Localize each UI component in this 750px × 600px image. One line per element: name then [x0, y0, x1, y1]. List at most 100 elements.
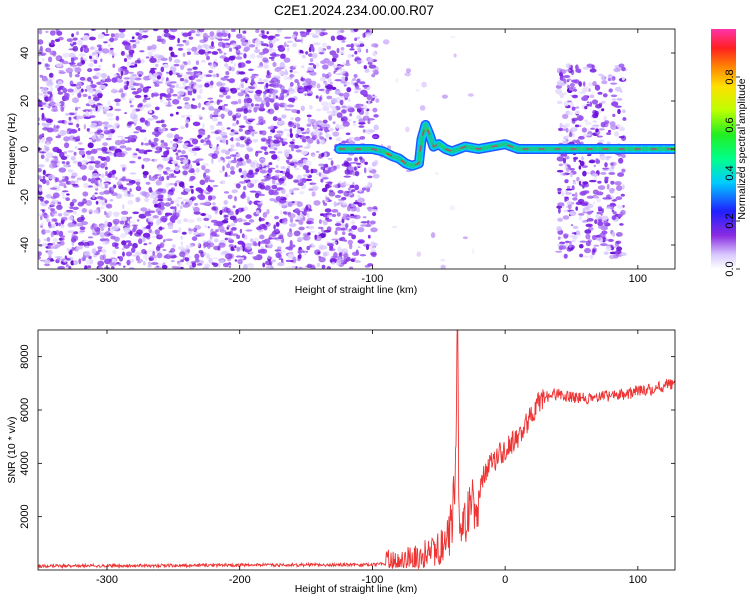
noise-speckle: [49, 162, 56, 169]
noise-speckle: [212, 73, 217, 78]
noise-speckle: [235, 56, 243, 60]
noise-speckle: [308, 46, 312, 53]
noise-speckle: [619, 223, 624, 226]
top-y-axis-label: Frequency (Hz): [6, 113, 18, 185]
noise-speckle: [283, 149, 291, 154]
noise-speckle: [382, 39, 390, 45]
noise-speckle: [186, 144, 194, 148]
noise-speckle: [319, 163, 323, 167]
noise-speckle: [68, 62, 76, 65]
signal-band-mid: [337, 123, 675, 168]
noise-speckle: [160, 75, 165, 82]
noise-speckle: [139, 129, 147, 133]
noise-speckle: [306, 220, 314, 225]
noise-speckle: [322, 106, 330, 111]
signal-blob: [590, 145, 598, 153]
noise-speckle: [209, 113, 214, 119]
y-tick-label: 0: [19, 146, 31, 152]
noise-speckle: [582, 255, 590, 258]
noise-speckle: [230, 223, 236, 227]
noise-speckle: [279, 170, 284, 173]
noise-speckle: [78, 149, 85, 156]
noise-speckle: [101, 146, 108, 152]
noise-speckle: [610, 180, 615, 185]
noise-speckle: [104, 199, 108, 204]
noise-speckle: [118, 262, 122, 266]
noise-speckle: [62, 88, 67, 94]
signal-blob: [416, 151, 424, 160]
noise-speckle: [67, 128, 72, 132]
noise-speckle: [226, 86, 230, 91]
noise-speckle: [74, 74, 80, 78]
noise-speckle: [319, 245, 328, 250]
noise-speckle: [109, 199, 114, 202]
noise-speckle: [60, 106, 65, 112]
noise-speckle: [138, 74, 142, 77]
noise-speckle: [93, 68, 100, 72]
noise-speckle: [302, 92, 305, 95]
noise-speckle: [301, 177, 307, 184]
noise-speckle: [296, 109, 301, 114]
noise-speckle: [618, 135, 625, 139]
noise-speckle: [621, 66, 626, 72]
noise-speckle: [110, 145, 115, 152]
noise-speckle: [102, 254, 107, 261]
noise-speckle: [371, 168, 377, 174]
noise-speckle: [97, 246, 103, 250]
noise-speckle: [52, 128, 59, 133]
x-tick-label: -300: [96, 574, 118, 586]
noise-speckle: [93, 46, 98, 51]
noise-speckle: [344, 161, 350, 168]
noise-speckle: [96, 148, 104, 151]
noise-speckle: [556, 100, 563, 105]
noise-speckle: [615, 196, 623, 201]
signal-blob: [582, 145, 590, 153]
noise-speckle: [81, 208, 88, 213]
noise-speckle: [581, 96, 589, 102]
noise-speckle: [81, 159, 88, 164]
noise-speckle: [287, 231, 293, 238]
noise-speckle: [45, 30, 49, 33]
noise-speckle: [565, 205, 569, 208]
noise-speckle: [84, 265, 88, 269]
noise-speckle: [202, 163, 209, 167]
noise-speckle: [40, 209, 46, 211]
noise-speckle: [298, 191, 305, 195]
noise-speckle: [332, 184, 339, 188]
noise-speckle: [278, 178, 285, 182]
noise-speckle: [92, 232, 100, 236]
noise-speckle: [570, 224, 574, 227]
noise-speckle: [321, 187, 328, 193]
noise-speckle: [262, 57, 269, 63]
noise-speckle: [184, 257, 190, 262]
noise-speckle: [235, 255, 242, 258]
noise-speckle: [348, 97, 351, 103]
noise-speckle: [128, 49, 134, 55]
noise-speckle: [271, 184, 278, 190]
noise-speckle: [177, 91, 181, 94]
signal-blob: [335, 145, 343, 153]
noise-speckle: [112, 88, 115, 92]
noise-speckle: [356, 36, 361, 40]
noise-speckle: [129, 188, 132, 193]
signal-blob: [501, 140, 509, 149]
noise-speckle: [614, 105, 622, 108]
noise-speckle: [203, 36, 209, 42]
noise-speckle: [98, 65, 102, 68]
noise-speckle: [207, 97, 214, 100]
noise-speckle: [164, 212, 169, 217]
noise-speckle: [583, 86, 590, 92]
noise-speckle: [119, 220, 125, 225]
noise-speckle: [610, 82, 618, 85]
noise-speckle: [40, 107, 44, 110]
noise-speckle: [354, 170, 360, 177]
noise-speckle: [90, 155, 95, 162]
noise-speckle: [165, 147, 171, 150]
noise-speckle: [226, 127, 231, 130]
noise-speckle: [309, 58, 314, 63]
noise-speckle: [39, 74, 43, 78]
noise-speckle: [210, 80, 214, 86]
noise-speckle: [334, 67, 338, 73]
noise-speckle: [342, 213, 348, 217]
noise-speckle: [616, 234, 620, 237]
